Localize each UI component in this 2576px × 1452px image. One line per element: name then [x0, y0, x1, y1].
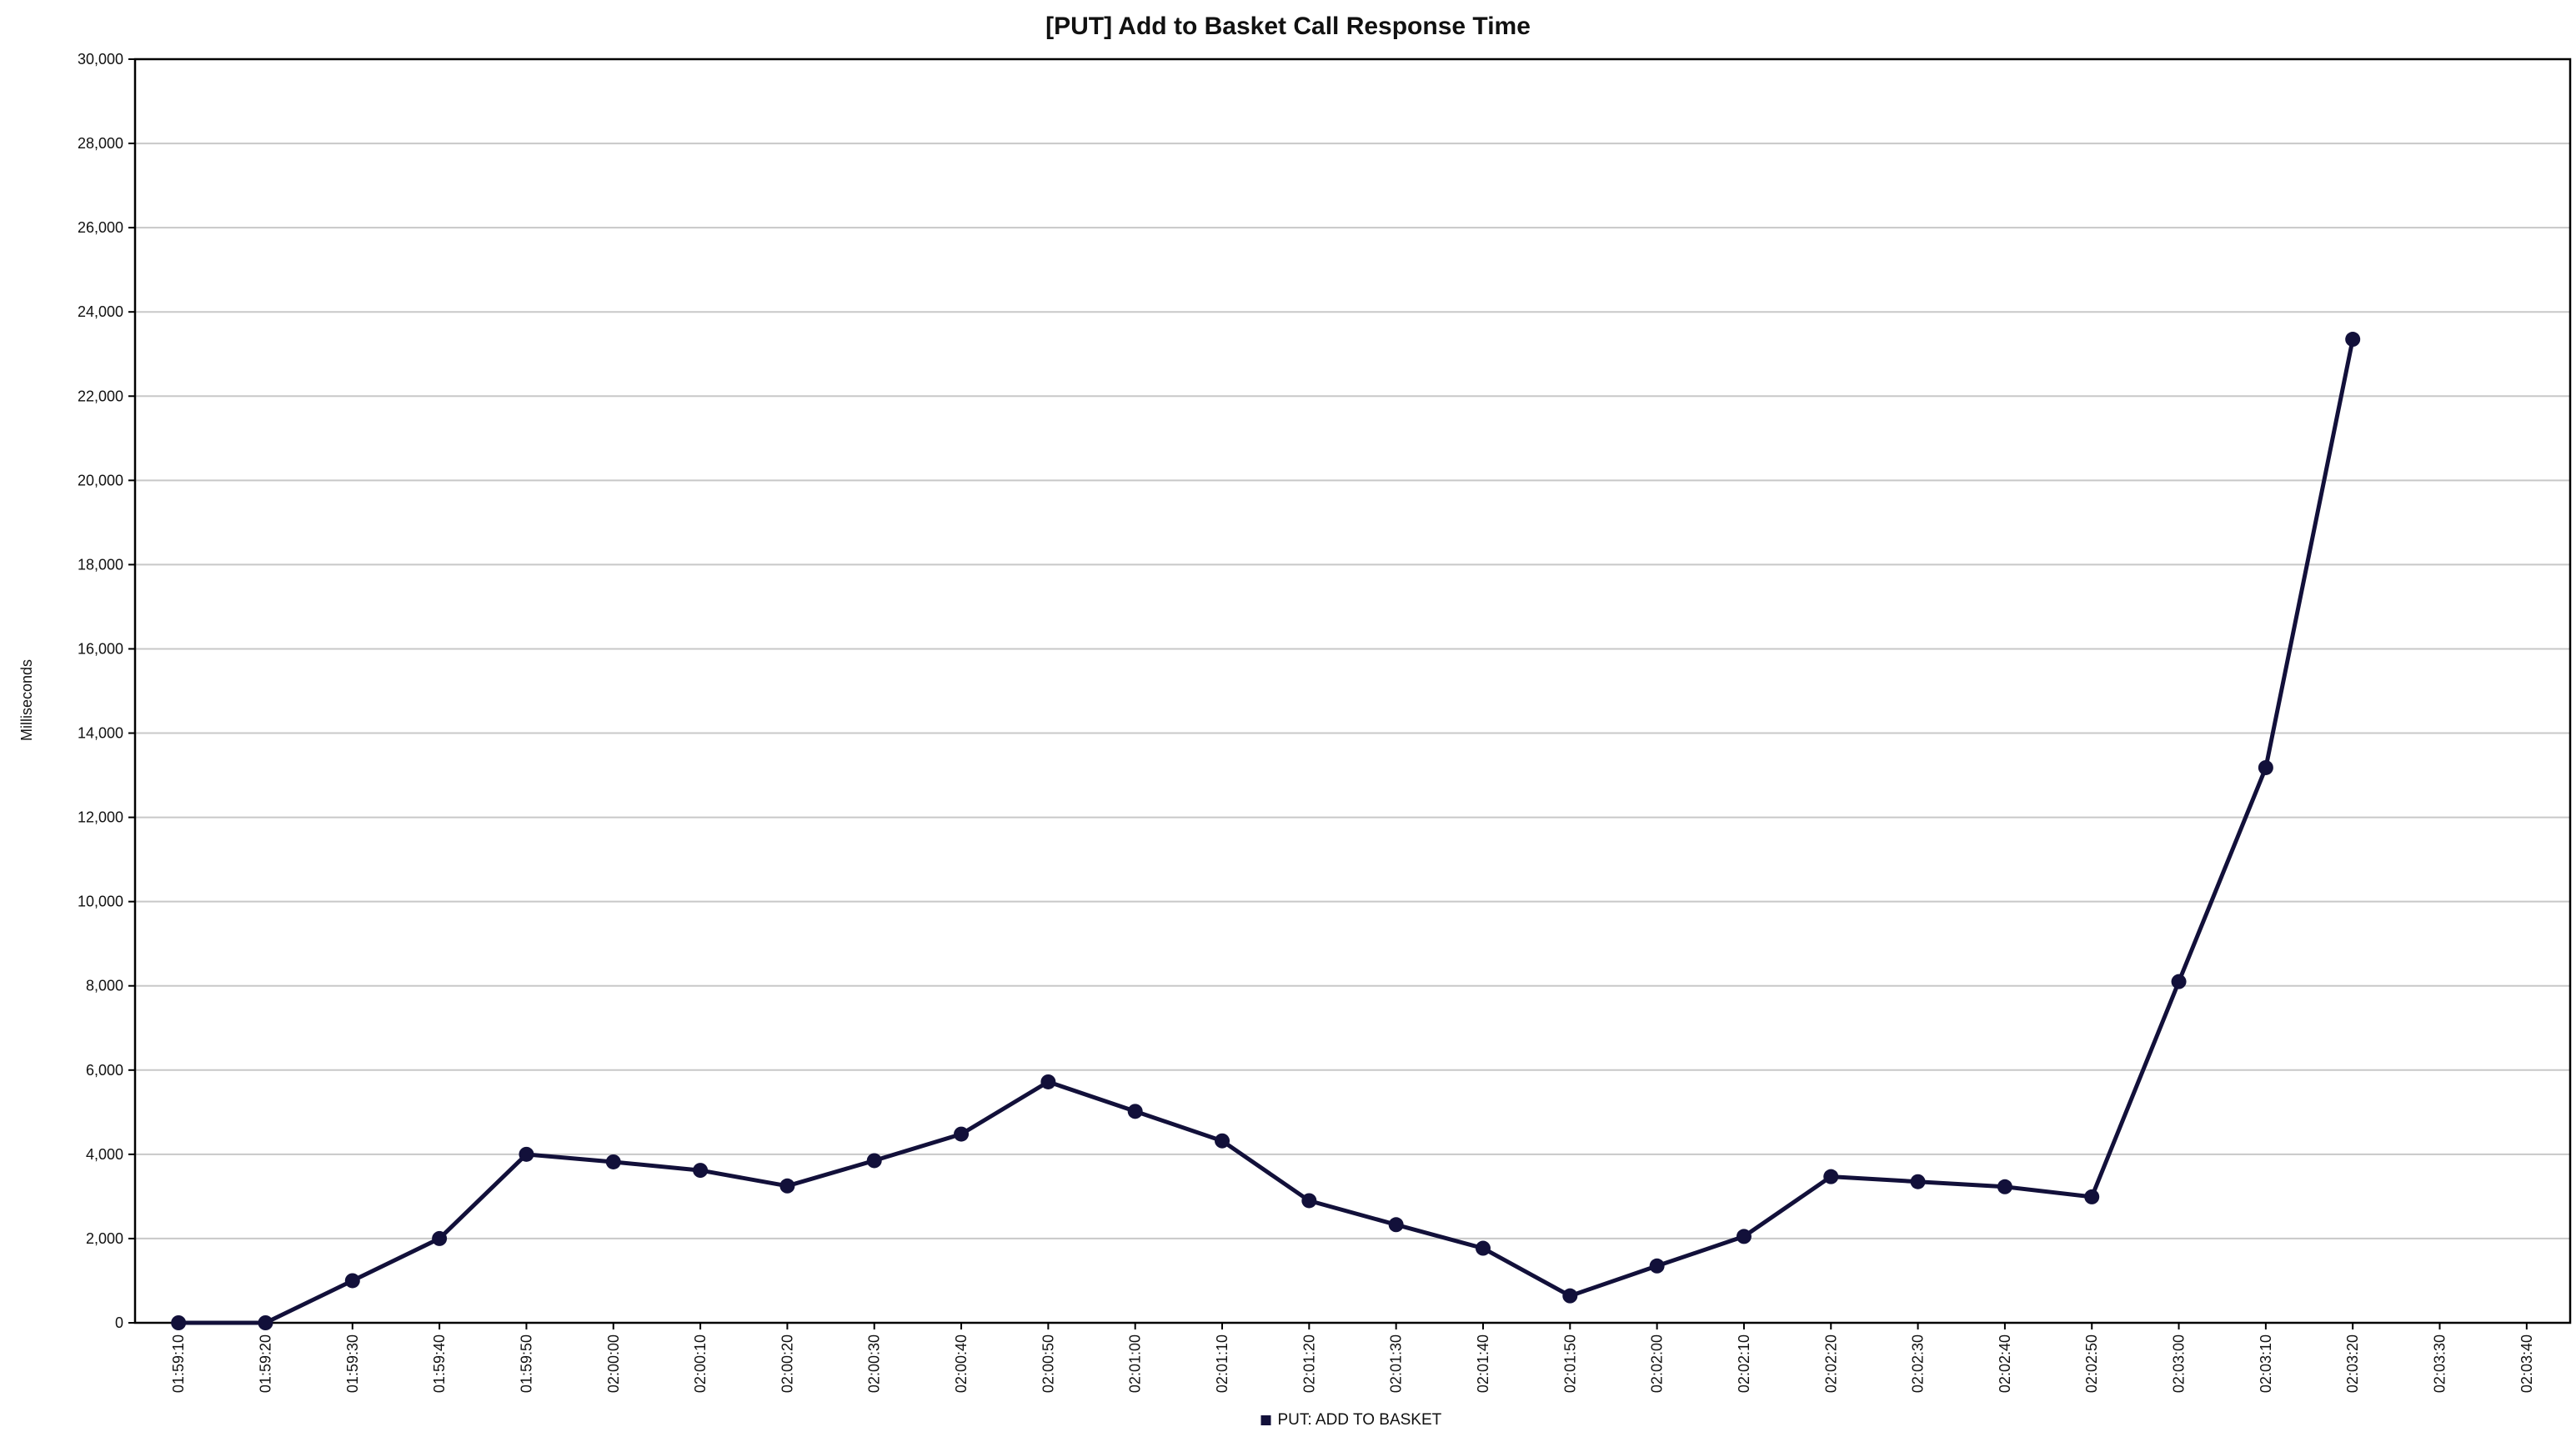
x-tick-label: 02:00:20 — [779, 1334, 795, 1393]
x-tick-label: 02:00:10 — [692, 1334, 709, 1393]
x-tick-label: 01:59:40 — [431, 1334, 448, 1393]
y-tick-label: 2,000 — [86, 1230, 123, 1247]
x-tick-label: 02:00:40 — [953, 1334, 970, 1393]
data-point — [779, 1178, 795, 1194]
x-tick-label: 02:02:50 — [2083, 1334, 2100, 1393]
data-point — [693, 1163, 709, 1179]
y-tick-label: 16,000 — [78, 640, 123, 657]
x-tick-label: 02:02:40 — [1997, 1334, 2013, 1393]
y-tick-label: 26,000 — [78, 219, 123, 236]
legend-label: PUT: ADD TO BASKET — [1278, 1411, 1442, 1429]
data-point — [344, 1273, 360, 1289]
y-tick-label: 22,000 — [78, 388, 123, 404]
y-tick-label: 8,000 — [86, 978, 123, 994]
data-point — [1910, 1174, 1926, 1189]
data-point — [519, 1146, 534, 1162]
x-tick-label: 02:02:00 — [1649, 1334, 1666, 1393]
x-tick-label: 01:59:10 — [170, 1334, 187, 1393]
x-tick-label: 01:59:30 — [344, 1334, 361, 1393]
data-point — [171, 1315, 187, 1330]
x-tick-label: 02:01:10 — [1214, 1334, 1230, 1393]
x-tick-label: 02:03:40 — [2518, 1334, 2535, 1393]
chart-title: [PUT] Add to Basket Call Response Time — [1045, 13, 1531, 40]
data-point — [258, 1315, 273, 1330]
x-tick-label: 02:01:00 — [1127, 1334, 1144, 1393]
x-tick-label: 02:02:20 — [1822, 1334, 1839, 1393]
y-tick-label: 18,000 — [78, 556, 123, 573]
data-point — [2171, 974, 2187, 989]
y-tick-label: 0 — [115, 1314, 123, 1331]
x-tick-label: 02:03:20 — [2344, 1334, 2361, 1393]
x-tick-label: 02:03:10 — [2258, 1334, 2274, 1393]
x-tick-label: 02:03:30 — [2432, 1334, 2448, 1393]
x-tick-label: 01:59:50 — [518, 1334, 534, 1393]
data-point — [1127, 1104, 1143, 1119]
x-tick-label: 02:00:00 — [605, 1334, 622, 1393]
data-point — [1997, 1179, 2012, 1194]
y-tick-label: 30,000 — [78, 51, 123, 68]
y-tick-label: 14,000 — [78, 725, 123, 742]
data-point — [2258, 759, 2273, 775]
x-tick-label: 01:59:20 — [257, 1334, 273, 1393]
x-tick-label: 02:02:10 — [1736, 1334, 1752, 1393]
x-tick-label: 02:00:50 — [1040, 1334, 1056, 1393]
data-point — [1736, 1229, 1752, 1244]
x-tick-label: 02:00:30 — [866, 1334, 883, 1393]
x-tick-label: 02:01:40 — [1475, 1334, 1491, 1393]
legend-swatch — [1260, 1415, 1271, 1425]
data-point — [1562, 1288, 1578, 1304]
series-line — [178, 338, 2355, 1325]
y-tick-label: 28,000 — [78, 135, 123, 152]
data-point — [1475, 1240, 1491, 1256]
data-point — [1649, 1258, 1665, 1274]
y-tick-label: 6,000 — [86, 1062, 123, 1079]
data-point — [866, 1153, 882, 1169]
y-tick-label: 20,000 — [78, 472, 123, 488]
data-point — [954, 1126, 970, 1142]
data-point — [2084, 1189, 2100, 1204]
data-point — [1823, 1169, 1839, 1184]
data-point — [1388, 1217, 1404, 1233]
y-tick-label: 12,000 — [78, 809, 123, 826]
data-point — [2345, 332, 2361, 348]
x-tick-label: 02:03:00 — [2171, 1334, 2188, 1393]
data-point — [432, 1230, 448, 1246]
y-tick-label: 4,000 — [86, 1146, 123, 1163]
data-point — [1040, 1074, 1056, 1089]
y-axis-label: Milliseconds — [18, 659, 35, 741]
data-point — [605, 1154, 621, 1169]
x-tick-label: 02:01:30 — [1388, 1334, 1405, 1393]
data-point — [1301, 1193, 1317, 1209]
y-axis: 0 2,000 4,000 6,000 8,000 10,000 12,000 14,000 1… — [78, 51, 135, 1331]
x-axis: 01:59:10 01:59:20 01:59:30 01:59:40 01:59:50… — [170, 1323, 2535, 1393]
data-point — [1215, 1133, 1230, 1149]
y-tick-label: 10,000 — [78, 894, 123, 910]
series-layer — [171, 332, 2361, 1330]
x-tick-label: 02:01:20 — [1301, 1334, 1317, 1393]
gridlines — [135, 143, 2570, 1239]
x-tick-label: 02:01:50 — [1561, 1334, 1578, 1393]
legend: PUT: ADD TO BASKET — [1260, 1411, 1442, 1429]
y-tick-label: 24,000 — [78, 303, 123, 320]
plot-area-frame — [133, 58, 2572, 1324]
x-tick-label: 02:02:30 — [1910, 1334, 1927, 1393]
